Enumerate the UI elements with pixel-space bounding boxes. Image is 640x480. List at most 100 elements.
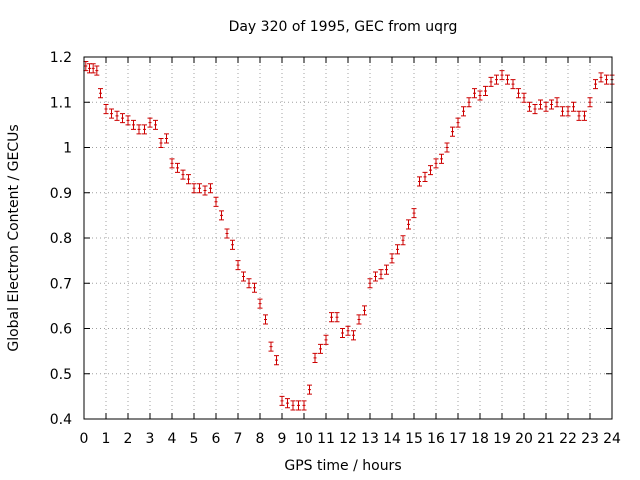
x-tick-label: 23 — [581, 431, 599, 447]
data-point — [389, 253, 395, 264]
data-point — [169, 158, 175, 169]
y-tick-label: 0.5 — [50, 367, 72, 383]
data-point — [455, 117, 461, 128]
data-point — [180, 169, 186, 180]
data-point — [505, 74, 510, 85]
y-tick-label: 1.2 — [50, 50, 72, 66]
data-point — [384, 264, 389, 275]
data-point — [191, 183, 197, 194]
data-point — [510, 79, 516, 90]
data-point — [351, 330, 356, 341]
x-tick-label: 18 — [471, 431, 489, 447]
data-point — [433, 158, 439, 169]
data-point — [466, 97, 472, 108]
x-tick-label: 6 — [212, 431, 221, 447]
data-point — [488, 76, 494, 87]
data-point — [224, 228, 230, 239]
y-tick-label: 1 — [63, 141, 72, 157]
x-tick-label: 12 — [339, 431, 357, 447]
data-point — [213, 196, 219, 207]
data-point — [576, 110, 582, 121]
data-point — [395, 244, 400, 255]
data-point — [516, 88, 521, 99]
data-point — [494, 74, 499, 85]
data-point — [279, 395, 285, 406]
data-point — [142, 124, 147, 135]
data-point — [549, 99, 554, 110]
x-tick-label: 24 — [603, 431, 621, 447]
data-point — [582, 110, 587, 121]
data-point — [598, 72, 604, 83]
data-point — [329, 312, 334, 323]
data-point — [186, 174, 191, 185]
data-point — [131, 119, 136, 130]
x-tick-label: 19 — [493, 431, 511, 447]
data-point — [263, 314, 268, 325]
x-tick-label: 20 — [515, 431, 533, 447]
data-point — [367, 278, 373, 289]
x-tick-label: 21 — [537, 431, 555, 447]
data-point — [158, 137, 164, 148]
data-point — [323, 334, 329, 345]
data-point — [532, 104, 538, 115]
x-tick-label: 22 — [559, 431, 577, 447]
x-tick-label: 0 — [80, 431, 89, 447]
data-point — [114, 110, 120, 121]
data-point — [587, 97, 593, 108]
data-point — [356, 314, 362, 325]
axis-ticks: 0 1 2 3 4 5 6 7 8 9 10 11 12 13 14 15 16 17 18 19 20 21 22 23 24… — [50, 50, 621, 447]
data-point — [406, 219, 411, 230]
data-point — [103, 104, 109, 115]
data-point — [307, 384, 312, 395]
data-point — [147, 117, 153, 128]
chart-title: Day 320 of 1995, GEC from uqrg — [229, 19, 458, 35]
y-tick-label: 0.4 — [50, 412, 72, 428]
data-point — [472, 88, 477, 99]
x-tick-label: 17 — [449, 431, 467, 447]
data-point — [450, 126, 455, 137]
data-point — [175, 162, 180, 173]
x-tick-label: 2 — [124, 431, 133, 447]
y-tick-label: 1.1 — [50, 95, 72, 111]
data-point — [543, 101, 549, 112]
data-point — [378, 269, 384, 280]
data-point — [422, 171, 428, 182]
data-point — [428, 165, 433, 176]
data-point — [318, 343, 323, 354]
data-point — [202, 185, 208, 196]
data-point — [219, 210, 224, 221]
data-point — [257, 298, 263, 309]
x-tick-label: 7 — [234, 431, 243, 447]
data-point — [345, 325, 351, 336]
data-point — [439, 153, 444, 164]
x-tick-label: 14 — [383, 431, 401, 447]
data-point — [197, 183, 202, 194]
data-point — [362, 305, 367, 316]
x-tick-label: 10 — [295, 431, 313, 447]
data-point — [252, 282, 257, 293]
x-tick-label: 3 — [146, 431, 155, 447]
x-tick-label: 8 — [256, 431, 265, 447]
data-point — [499, 70, 505, 81]
data-point — [527, 101, 532, 112]
data-point — [246, 278, 252, 289]
data-point — [235, 260, 241, 271]
data-point — [554, 97, 560, 108]
data-point — [312, 352, 318, 363]
data-point — [483, 85, 488, 96]
data-point — [125, 115, 131, 126]
x-tick-label: 1 — [102, 431, 111, 447]
data-point — [560, 106, 565, 117]
data-point — [538, 99, 543, 110]
data-points — [83, 61, 615, 411]
data-point — [208, 183, 213, 194]
grid-lines — [84, 57, 612, 419]
y-tick-label: 0.6 — [50, 322, 72, 338]
data-point — [164, 133, 169, 144]
data-point — [153, 119, 158, 130]
y-axis-label: Global Electron Content / GECUs — [6, 124, 22, 351]
data-point — [136, 124, 142, 135]
data-point — [230, 239, 235, 250]
data-point — [241, 271, 246, 282]
